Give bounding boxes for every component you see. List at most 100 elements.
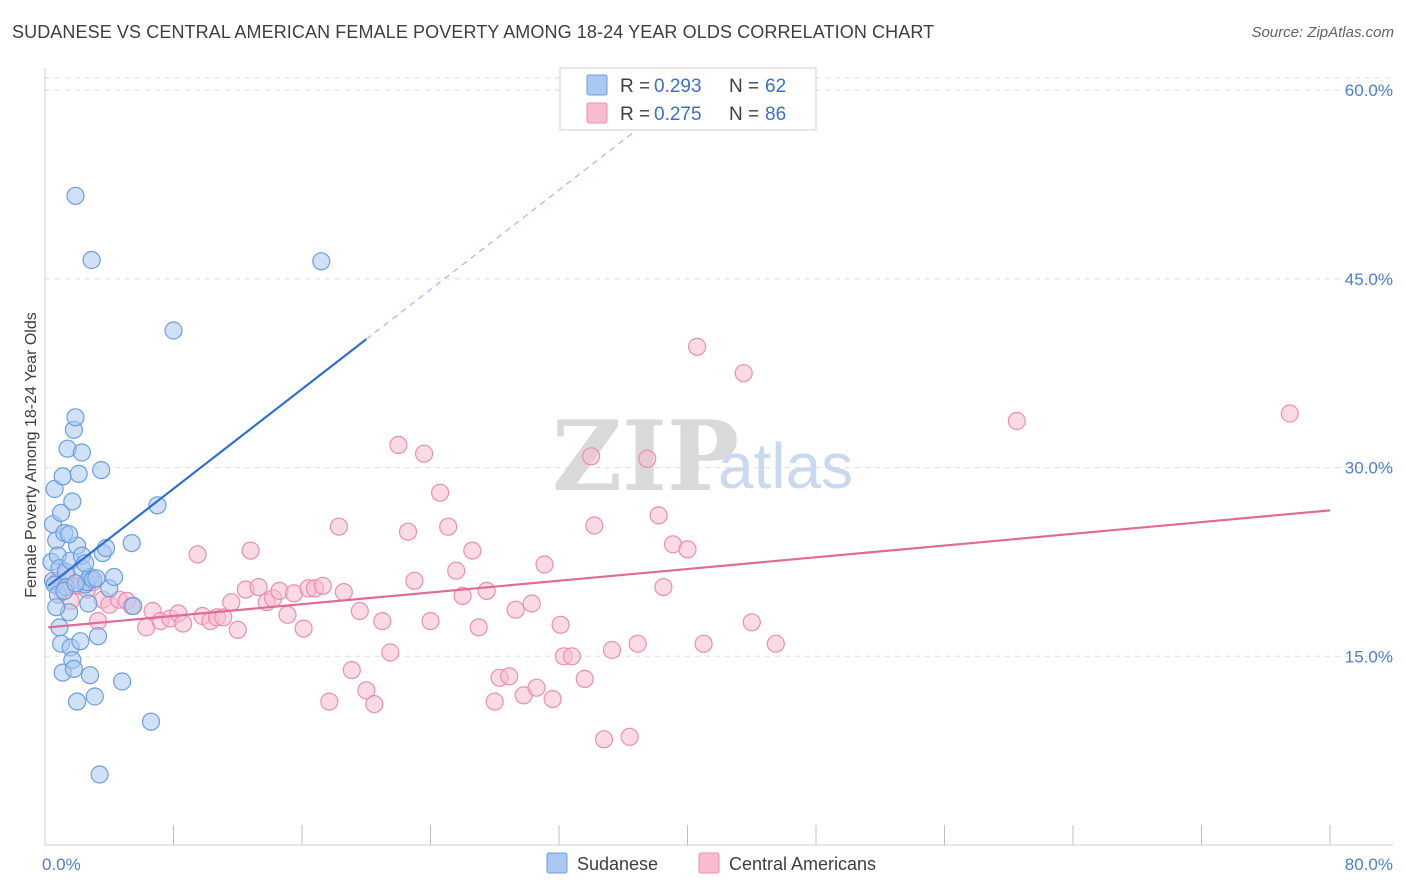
sudanese-point (47, 598, 66, 617)
sudanese-point (79, 594, 98, 613)
sudanese-point (71, 632, 90, 651)
bottom-swatch-central (698, 852, 720, 874)
sudanese-point (82, 250, 101, 270)
sudanese-point (63, 492, 82, 511)
y-tick-label: 15.0% (1345, 647, 1393, 666)
central-americans-point (357, 681, 376, 700)
central-americans-point (453, 586, 472, 606)
grid-layer (45, 77, 1393, 657)
legend-r-value-sudanese: 0.293 (654, 76, 702, 97)
trend-lines (47, 127, 1331, 629)
sudanese-points (42, 186, 331, 784)
y-tick-label: 45.0% (1345, 270, 1393, 289)
axis-layer: 15.0% 30.0% 45.0% 60.0% (44, 68, 1393, 846)
central-americans-point (506, 600, 525, 619)
legend-r-label-central: R = (620, 104, 650, 125)
central-americans-point (431, 483, 450, 502)
central-americans-point (174, 614, 193, 633)
central-americans-point (628, 634, 647, 653)
sudanese-point (80, 666, 100, 685)
central-americans-point (602, 640, 622, 660)
sudanese-point (66, 186, 85, 205)
y-tick-label: 60.0% (1345, 81, 1393, 100)
central-americans-point (373, 611, 392, 631)
sudanese-point (66, 574, 85, 593)
bottom-swatch-sudanese (546, 852, 568, 874)
central-americans-point (594, 730, 614, 749)
central-americans-point (342, 660, 361, 680)
central-americans-point (522, 594, 541, 613)
central-americans-point (214, 608, 233, 627)
legend-swatch-sudanese (586, 74, 608, 96)
sudanese-point (64, 659, 84, 679)
sudanese-point (312, 252, 331, 271)
central-americans-point (469, 618, 488, 637)
legend-n-value-sudanese: 62 (765, 76, 786, 97)
central-americans-point (249, 577, 268, 597)
central-americans-point (477, 581, 496, 601)
central-americans-point (365, 694, 384, 714)
y-axis-label: Female Poverty Among 18-24 Year Olds (23, 312, 40, 598)
central-americans-point (551, 615, 570, 634)
chart-title: SUDANESE VS CENTRAL AMERICAN FEMALE POVE… (12, 22, 935, 42)
sudanese-point (51, 503, 71, 523)
central-americans-point (329, 517, 348, 536)
source-label: Source: ZipAtlas.com (1251, 24, 1394, 41)
sudanese-point (164, 321, 183, 340)
bottom-label-sudanese: Sudanese (577, 854, 658, 874)
central-americans-point (439, 517, 458, 536)
central-americans-point (415, 444, 434, 463)
sudanese-point (59, 525, 79, 544)
central-americans-point (654, 577, 673, 597)
legend-r-value-central: 0.275 (654, 104, 702, 125)
bottom-label-central: Central Americans (729, 854, 876, 874)
sudanese-point (69, 464, 88, 483)
stats-legend: R = 0.293 N = 62 R = 0.275 N = 86 (559, 67, 817, 131)
sudanese-point (141, 712, 161, 731)
central-americans-point (313, 576, 332, 595)
legend-n-value-central: 86 (765, 104, 786, 125)
central-americans-point (241, 541, 260, 560)
sudanese-point (87, 569, 106, 588)
legend-n-label-central: N = (729, 104, 759, 125)
central-americans-point (585, 516, 604, 535)
central-americans-point (535, 555, 554, 574)
central-americans-point (1280, 404, 1299, 423)
legend-n-label-sudanese: N = (729, 76, 759, 97)
central-americans-point (381, 643, 400, 662)
central-americans-point (575, 669, 594, 689)
central-americans-point (649, 506, 668, 525)
central-americans-point (1007, 411, 1026, 431)
central-americans-point (188, 545, 207, 564)
central-americans-point (581, 447, 601, 466)
sudanese-point (104, 567, 124, 587)
central-americans-point (678, 540, 697, 559)
watermark-atlas: atlas (718, 430, 853, 502)
central-americans-point (742, 613, 761, 632)
central-americans-point (734, 364, 753, 383)
central-americans-point (463, 541, 482, 560)
central-americans-point (405, 571, 424, 590)
central-americans-point (334, 582, 353, 602)
sudanese-point (53, 467, 72, 486)
central-americans-point (447, 561, 466, 580)
central-americans-trend-line (48, 509, 1331, 629)
central-americans-point (350, 601, 369, 621)
x-tick-max: 80.0% (1345, 855, 1393, 874)
sudanese-point (92, 461, 111, 480)
central-americans-point (543, 689, 562, 709)
central-americans-point (527, 678, 546, 697)
central-americans-point (694, 634, 713, 653)
central-americans-point (687, 337, 707, 356)
legend-swatch-central (586, 102, 608, 124)
sudanese-point (67, 692, 87, 711)
sudanese-trend-line (47, 338, 367, 587)
sudanese-point (72, 443, 92, 462)
central-americans-point (320, 692, 339, 711)
central-americans-point (294, 619, 313, 638)
sudanese-point (85, 687, 104, 706)
sudanese-point (124, 596, 143, 616)
central-americans-point (222, 593, 241, 612)
central-americans-point (421, 611, 440, 631)
